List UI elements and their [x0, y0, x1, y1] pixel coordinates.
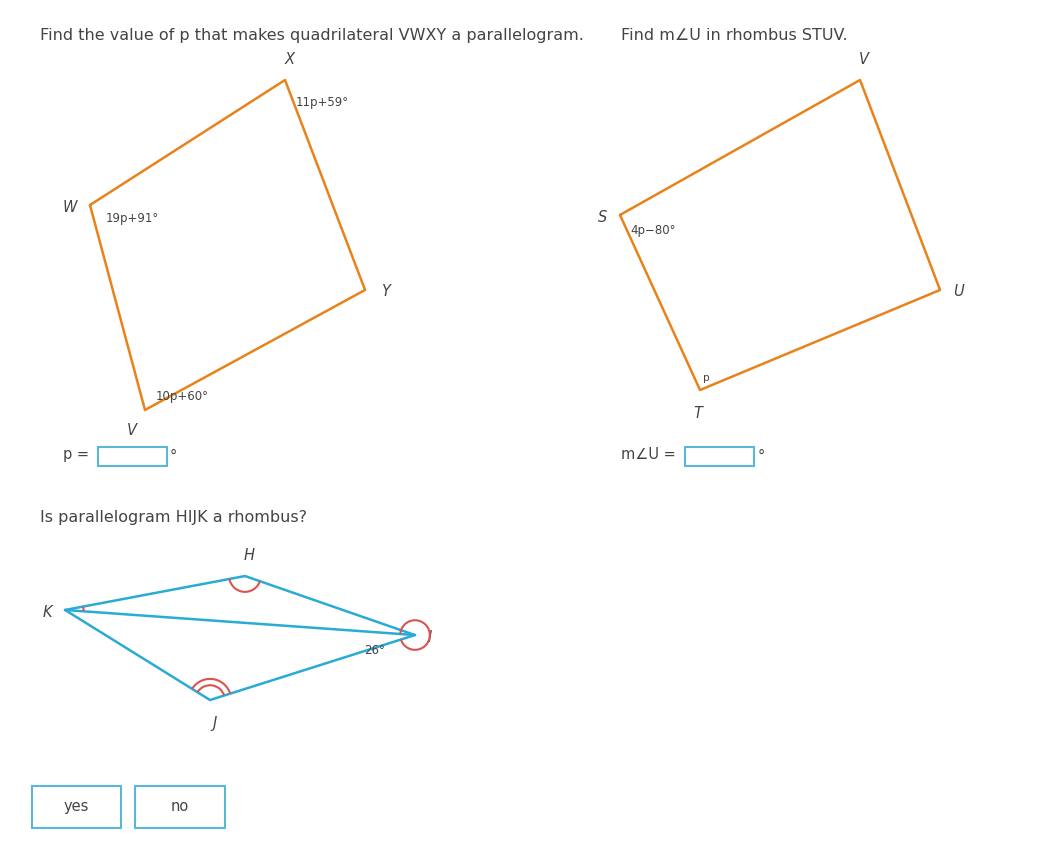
Text: T: T — [694, 405, 702, 421]
Text: Find the value of p that makes quadrilateral VWXY a parallelogram.: Find the value of p that makes quadrilat… — [40, 28, 584, 42]
Text: m∠U =: m∠U = — [621, 447, 680, 462]
Text: V: V — [860, 52, 869, 67]
Text: V: V — [127, 423, 136, 438]
Text: 19p+91°: 19p+91° — [106, 212, 159, 225]
Text: p =: p = — [63, 447, 94, 462]
Text: J: J — [212, 715, 216, 731]
Text: yes: yes — [63, 799, 90, 815]
Text: H: H — [244, 548, 254, 563]
FancyBboxPatch shape — [135, 786, 225, 828]
FancyBboxPatch shape — [685, 447, 754, 466]
Text: Y: Y — [381, 284, 390, 299]
FancyBboxPatch shape — [32, 786, 121, 828]
Text: 10p+60°: 10p+60° — [155, 390, 208, 403]
Text: no: no — [171, 799, 189, 815]
Text: X: X — [284, 52, 295, 67]
Text: 11p+59°: 11p+59° — [296, 96, 348, 109]
Text: °: ° — [170, 448, 177, 464]
Text: I: I — [428, 630, 432, 645]
Text: Find m∠U in rhombus STUV.: Find m∠U in rhombus STUV. — [621, 28, 848, 42]
Text: S: S — [598, 210, 607, 225]
Text: 4p−80°: 4p−80° — [630, 224, 676, 237]
FancyBboxPatch shape — [98, 447, 167, 466]
Text: W: W — [62, 200, 77, 215]
Text: 26°: 26° — [364, 644, 385, 657]
Text: p: p — [703, 373, 710, 383]
Text: K: K — [42, 605, 53, 620]
Text: °: ° — [757, 448, 765, 464]
Text: Is parallelogram HIJK a rhombus?: Is parallelogram HIJK a rhombus? — [40, 510, 307, 524]
Text: U: U — [953, 284, 963, 299]
